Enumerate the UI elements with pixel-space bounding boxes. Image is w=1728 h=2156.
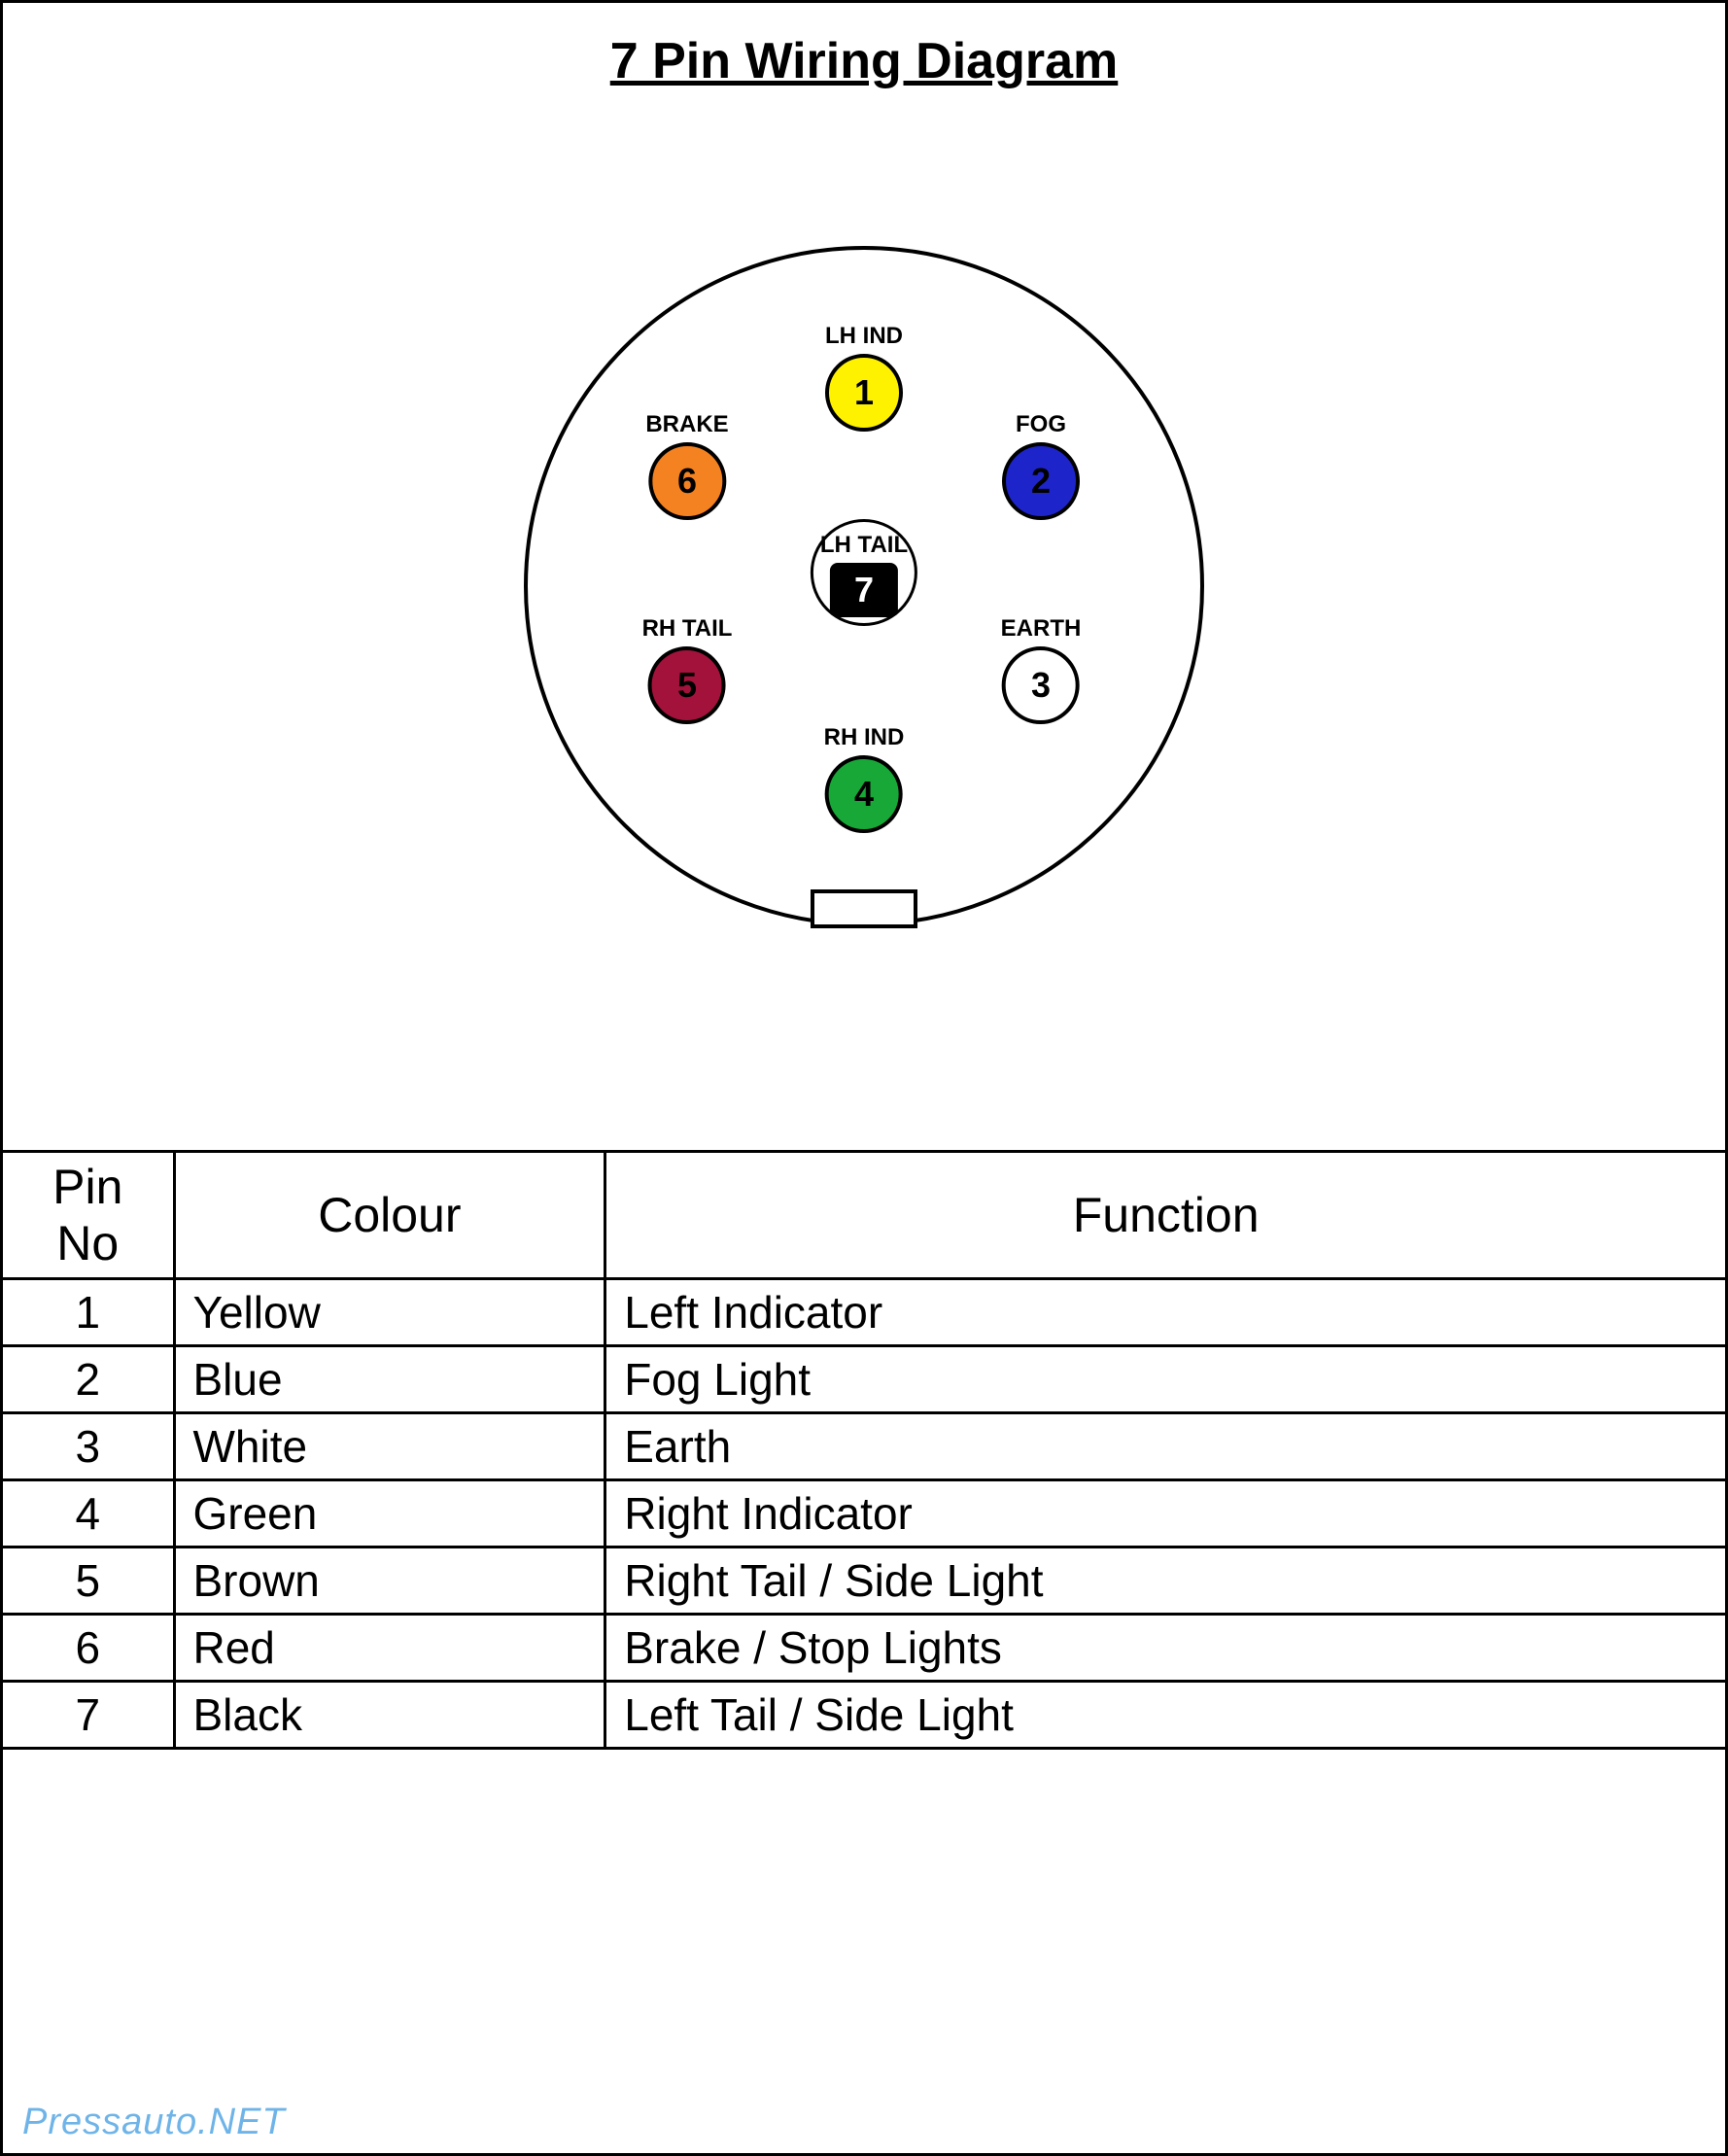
table-header-row: Pin NoColourFunction — [2, 1152, 1727, 1279]
table-cell: Black — [174, 1682, 605, 1749]
table-cell: 2 — [2, 1346, 175, 1413]
pin-label: LH IND — [825, 323, 903, 350]
table-cell: 1 — [2, 1279, 175, 1346]
page: 7 Pin Wiring Diagram LH IND 1 FOG 2 EARTH 3 RH… — [0, 0, 1728, 2156]
table-row: 4GreenRight Indicator — [2, 1480, 1727, 1547]
table-cell: 5 — [2, 1547, 175, 1615]
table-cell: Left Indicator — [605, 1279, 1727, 1346]
table-cell: Brake / Stop Lights — [605, 1615, 1727, 1682]
pin-label: BRAKE — [645, 411, 728, 438]
connector-diagram: LH IND 1 FOG 2 EARTH 3 RH IND 4 RH TAIL 5 BRAKE 6 LH… — [524, 246, 1204, 926]
pin-dot: 1 — [825, 354, 903, 432]
table-header-cell: Function — [605, 1152, 1727, 1279]
table-cell: Brown — [174, 1547, 605, 1615]
table-cell: Right Indicator — [605, 1480, 1727, 1547]
pin-4: RH IND 4 — [824, 720, 905, 833]
pin-label: RH TAIL — [642, 615, 733, 643]
table-row: 6RedBrake / Stop Lights — [2, 1615, 1727, 1682]
pin-1: LH IND 1 — [825, 319, 903, 432]
table-cell: 6 — [2, 1615, 175, 1682]
pin-6: BRAKE 6 — [645, 407, 728, 520]
pin-table: Pin NoColourFunction 1YellowLeft Indicat… — [0, 1150, 1728, 1750]
pin-7: LH TAIL7 — [820, 528, 908, 617]
table-header-cell: Colour — [174, 1152, 605, 1279]
table-row: 3WhiteEarth — [2, 1413, 1727, 1480]
table-cell: Earth — [605, 1413, 1727, 1480]
pin-dot: 6 — [648, 442, 726, 520]
table-cell: Left Tail / Side Light — [605, 1682, 1727, 1749]
table-cell: 4 — [2, 1480, 175, 1547]
table-cell: Fog Light — [605, 1346, 1727, 1413]
table-cell: Green — [174, 1480, 605, 1547]
pin-label: EARTH — [1001, 615, 1082, 643]
pin-dot: 3 — [1002, 646, 1080, 724]
pin-label: RH IND — [824, 724, 905, 751]
pin-2: FOG 2 — [1002, 407, 1080, 520]
pin-dot: 5 — [648, 646, 726, 724]
table-header-cell: Pin No — [2, 1152, 175, 1279]
table-row: 5BrownRight Tail / Side Light — [2, 1547, 1727, 1615]
pin-5: RH TAIL 5 — [642, 611, 733, 724]
table-cell: Yellow — [174, 1279, 605, 1346]
page-title: 7 Pin Wiring Diagram — [3, 32, 1725, 90]
table-row: 1YellowLeft Indicator — [2, 1279, 1727, 1346]
table-cell: 7 — [2, 1682, 175, 1749]
watermark: Pressauto.NET — [22, 2102, 286, 2143]
table-row: 7BlackLeft Tail / Side Light — [2, 1682, 1727, 1749]
table-cell: 3 — [2, 1413, 175, 1480]
pin-3: EARTH 3 — [1001, 611, 1082, 724]
table-cell: Right Tail / Side Light — [605, 1547, 1727, 1615]
pin-dot: 2 — [1002, 442, 1080, 520]
pin-label: FOG — [1002, 411, 1080, 438]
table-cell: Blue — [174, 1346, 605, 1413]
table-cell: Red — [174, 1615, 605, 1682]
table-cell: White — [174, 1413, 605, 1480]
diagram-container: LH IND 1 FOG 2 EARTH 3 RH IND 4 RH TAIL 5 BRAKE 6 LH… — [3, 246, 1725, 926]
pin-dot: 4 — [825, 755, 903, 833]
table-row: 2BlueFog Light — [2, 1346, 1727, 1413]
pin-halo — [811, 519, 917, 626]
connector-notch — [811, 889, 917, 928]
